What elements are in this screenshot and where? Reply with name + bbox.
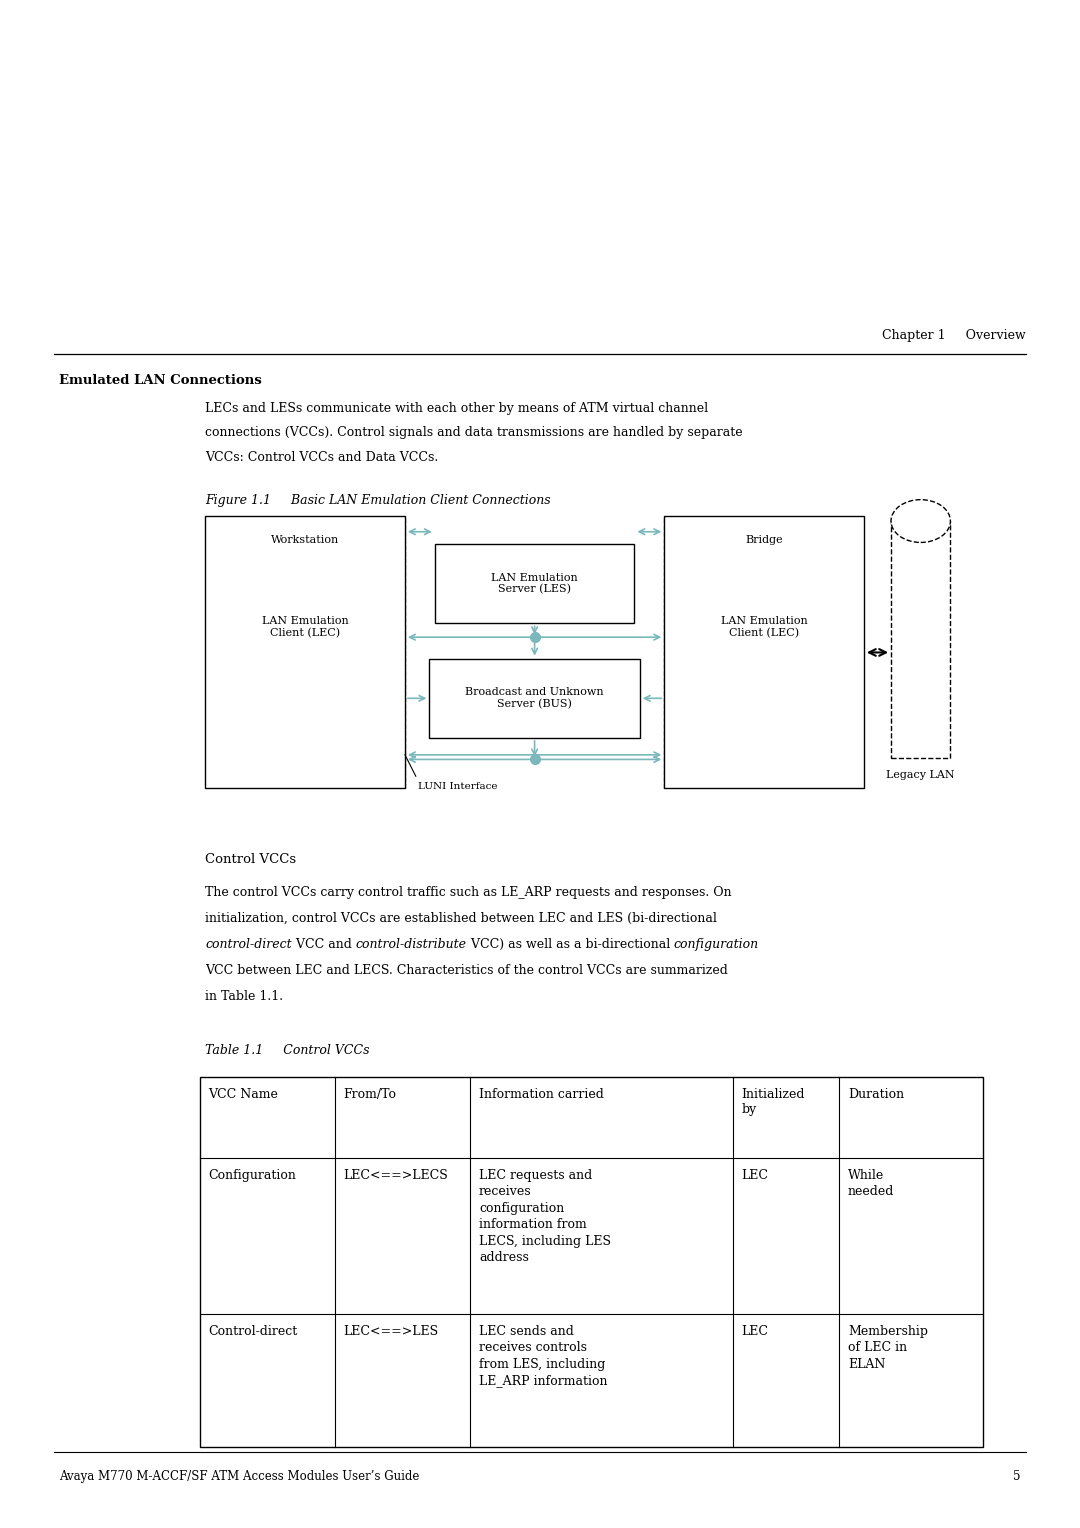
- Text: VCCs: Control VCCs and Data VCCs.: VCCs: Control VCCs and Data VCCs.: [205, 451, 438, 465]
- Text: Configuration: Configuration: [208, 1169, 296, 1183]
- Text: LEC requests and
receives
configuration
information from
LECS, including LES
add: LEC requests and receives configuration …: [480, 1169, 611, 1265]
- Text: Control-direct: Control-direct: [208, 1325, 298, 1339]
- Text: VCC and: VCC and: [292, 938, 355, 952]
- Text: initialization, control VCCs are established between LEC and LES (bi-directional: initialization, control VCCs are establi…: [205, 912, 717, 926]
- Ellipse shape: [891, 500, 950, 542]
- Text: in Table 1.1.: in Table 1.1.: [205, 990, 283, 1004]
- Text: LAN Emulation
Client (LEC): LAN Emulation Client (LEC): [720, 616, 808, 637]
- Text: Chapter 1     Overview: Chapter 1 Overview: [882, 329, 1026, 342]
- Text: LEC: LEC: [741, 1325, 768, 1339]
- Text: connections (VCCs). Control signals and data transmissions are handled by separa: connections (VCCs). Control signals and …: [205, 426, 743, 440]
- Text: 5: 5: [1013, 1470, 1021, 1484]
- Text: LEC<==>LES: LEC<==>LES: [343, 1325, 438, 1339]
- Text: Table 1.1     Control VCCs: Table 1.1 Control VCCs: [205, 1044, 369, 1057]
- Bar: [664, 516, 864, 788]
- Text: Control VCCs: Control VCCs: [205, 853, 296, 866]
- Text: Workstation: Workstation: [271, 535, 339, 545]
- Text: Figure 1.1     Basic LAN Emulation Client Connections: Figure 1.1 Basic LAN Emulation Client Co…: [205, 494, 551, 507]
- Text: LEC<==>LECS: LEC<==>LECS: [343, 1169, 448, 1183]
- Text: Initialized
by: Initialized by: [741, 1088, 805, 1115]
- Text: VCC) as well as a bi-directional: VCC) as well as a bi-directional: [467, 938, 674, 952]
- Text: VCC between LEC and LECS. Characteristics of the control VCCs are summarized: VCC between LEC and LECS. Characteristic…: [205, 964, 728, 978]
- Text: From/To: From/To: [343, 1088, 396, 1102]
- Bar: [429, 659, 640, 738]
- Text: configuration: configuration: [674, 938, 759, 952]
- Text: LAN Emulation
Server (LES): LAN Emulation Server (LES): [491, 573, 578, 594]
- Text: LAN Emulation
Client (LEC): LAN Emulation Client (LEC): [261, 616, 349, 637]
- Text: LUNI Interface: LUNI Interface: [418, 782, 498, 792]
- Text: The control VCCs carry control traffic such as LE_ARP requests and responses. On: The control VCCs carry control traffic s…: [205, 886, 732, 900]
- Bar: [205, 516, 405, 788]
- Bar: [200, 1077, 983, 1447]
- Text: LEC sends and
receives controls
from LES, including
LE_ARP information: LEC sends and receives controls from LES…: [480, 1325, 608, 1387]
- Bar: [891, 521, 950, 758]
- Text: While
needed: While needed: [848, 1169, 894, 1198]
- Bar: [434, 544, 634, 623]
- Text: LECs and LESs communicate with each other by means of ATM virtual channel: LECs and LESs communicate with each othe…: [205, 402, 708, 416]
- Text: Avaya M770 M-ACCF/SF ATM Access Modules User’s Guide: Avaya M770 M-ACCF/SF ATM Access Modules …: [59, 1470, 420, 1484]
- Text: VCC Name: VCC Name: [208, 1088, 279, 1102]
- Text: control-distribute: control-distribute: [355, 938, 467, 952]
- Text: Bridge: Bridge: [745, 535, 783, 545]
- Text: Information carried: Information carried: [480, 1088, 604, 1102]
- Text: Broadcast and Unknown
Server (BUS): Broadcast and Unknown Server (BUS): [465, 688, 604, 709]
- Text: Legacy LAN: Legacy LAN: [887, 770, 955, 781]
- Text: Emulated LAN Connections: Emulated LAN Connections: [59, 374, 262, 388]
- Text: control-direct: control-direct: [205, 938, 292, 952]
- Text: LEC: LEC: [741, 1169, 768, 1183]
- Text: Membership
of LEC in
ELAN: Membership of LEC in ELAN: [848, 1325, 928, 1371]
- Text: Duration: Duration: [848, 1088, 904, 1102]
